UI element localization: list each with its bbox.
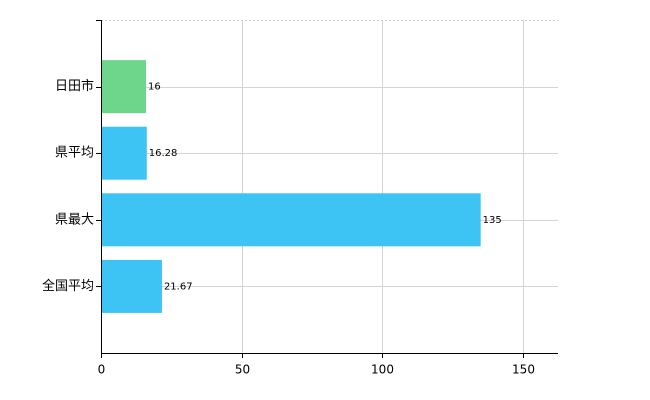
bar [101,259,162,313]
bar [101,193,481,247]
value-label: 16.28 [149,148,178,159]
y-tick-label: 日田市 [55,78,94,94]
value-label: 16 [148,82,161,93]
x-tick-label: 50 [235,363,250,377]
y-tick-label: 全国平均 [42,278,94,294]
value-label: 135 [483,215,502,226]
bar [101,126,147,180]
y-tick-label: 県平均 [55,146,94,161]
bar [101,60,146,114]
x-tick-label: 100 [371,363,394,377]
value-label: 21.67 [164,281,193,292]
x-tick-label: 0 [98,363,106,377]
y-tick-label: 県最大 [55,212,94,227]
x-tick-label: 150 [512,363,535,377]
